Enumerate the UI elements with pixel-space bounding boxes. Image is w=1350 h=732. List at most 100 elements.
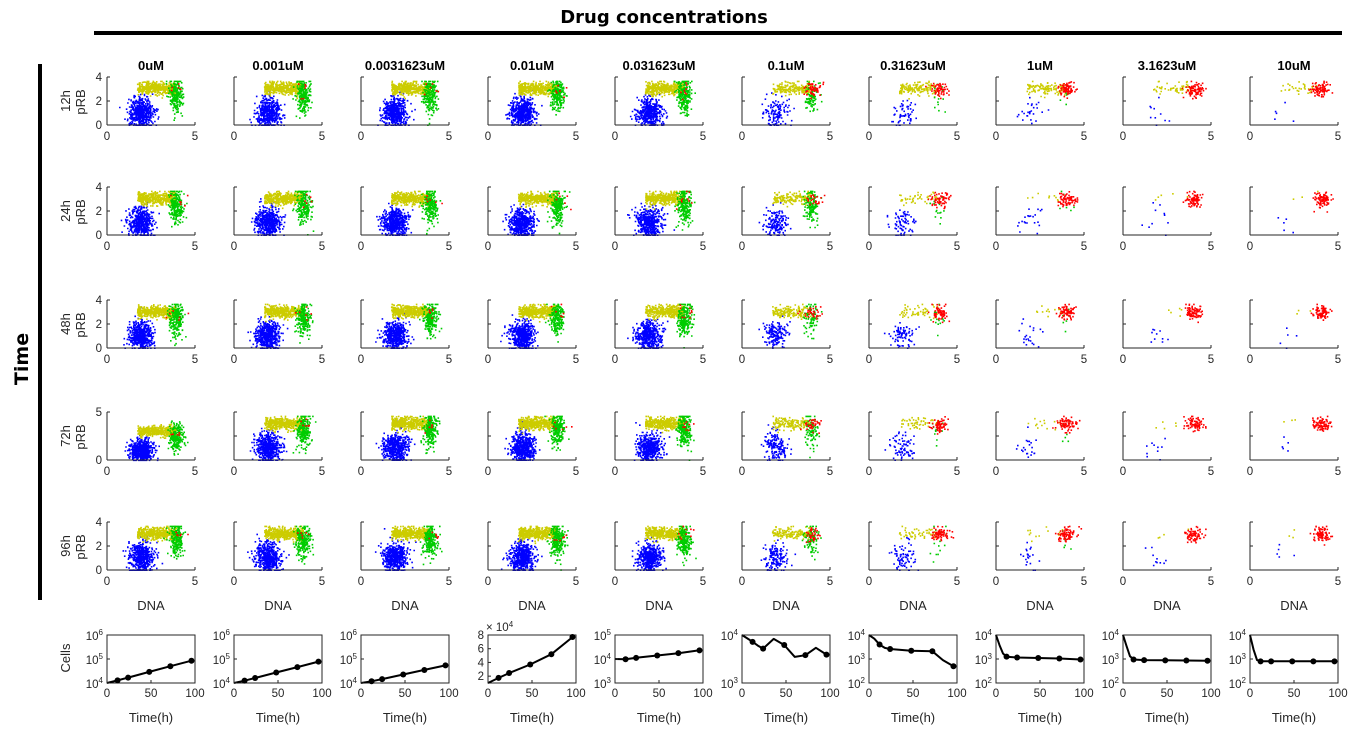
cluster-points (391, 80, 432, 100)
y-axis-label: pRB (73, 534, 88, 559)
growth-marker (400, 671, 407, 678)
cluster-points (375, 420, 416, 461)
cluster-points (546, 190, 571, 235)
cluster-points (929, 196, 945, 225)
x-tick-label: 5 (1335, 576, 1341, 588)
x-tick-label: 0 (231, 466, 237, 478)
y-tick-label: 2 (96, 96, 102, 108)
x-tick-label: 0 (358, 131, 364, 143)
cluster-points (930, 303, 945, 337)
cluster-points (120, 198, 160, 236)
cluster-points (1055, 303, 1077, 321)
growth-panel: 0 50 100 Time(h) 103 104 105 (594, 628, 713, 725)
growth-marker (1035, 655, 1042, 662)
concentration-label: 3.1623uM (1138, 58, 1197, 73)
multiplier-exp: 4 (509, 620, 514, 629)
x-tick-label: 5 (1335, 241, 1341, 253)
cluster-points (899, 80, 938, 100)
x-tick-label: 5 (192, 241, 198, 253)
x-tick-label: 5 (954, 241, 960, 253)
x-tick-label: 50 (1288, 688, 1301, 700)
growth-marker (273, 669, 280, 676)
growth-marker (527, 661, 534, 668)
x-tick-label: 0 (231, 354, 237, 366)
cluster-points (758, 315, 791, 349)
cluster-points (374, 528, 417, 571)
y-tick-label: 2 (96, 206, 102, 218)
growth-marker (1268, 658, 1275, 665)
y-tick-label: 6 (478, 644, 484, 656)
x-tick-label: 0 (993, 466, 999, 478)
cluster-points (550, 303, 565, 318)
cluster-points (297, 532, 310, 539)
growth-marker (876, 641, 883, 648)
cluster-points (1057, 191, 1079, 208)
growth-marker (749, 638, 756, 645)
x-tick-label: 5 (319, 576, 325, 588)
x-tick-label: 5 (573, 354, 579, 366)
x-axis-label: DNA (137, 598, 165, 613)
concentration-label: 0.001uM (252, 58, 303, 73)
cluster-points (631, 536, 667, 571)
cluster-points (170, 83, 182, 92)
cluster-points (249, 427, 288, 461)
y-tick-label: 0 (96, 120, 102, 132)
growth-line (1122, 634, 1208, 662)
cluster-points (1296, 309, 1312, 315)
x-axis-label: DNA (899, 598, 927, 613)
scatter-panel: 0 2 4 0 5 pRB (73, 72, 198, 143)
cluster-points (1150, 328, 1169, 343)
x-tick-label: 5 (954, 576, 960, 588)
y-tick-label: 103 (721, 676, 739, 691)
x-axis-label: Time(h) (129, 710, 173, 725)
growth-panel: 0 50 100 Time(h) 102 103 104 (1102, 628, 1221, 725)
x-tick-label: 0 (739, 131, 745, 143)
x-tick-label: 0 (231, 688, 237, 700)
cluster-points (679, 304, 693, 319)
cluster-points (1027, 192, 1059, 202)
concentration-label: 0uM (138, 58, 164, 73)
cluster-points (1154, 193, 1189, 201)
cluster-points (1020, 541, 1041, 571)
growth-panel: 0 50 100 Time(h) 104 105 106 (213, 628, 332, 725)
growth-marker (1130, 656, 1137, 663)
scatter-panel: 0 5 DNA (866, 521, 960, 613)
x-tick-label: 0 (866, 354, 872, 366)
cluster-points (1283, 419, 1296, 423)
cluster-points (249, 87, 286, 126)
cluster-points (294, 303, 314, 344)
cluster-points (675, 190, 693, 210)
growth-curves-row: 0 50 100 Time(h) 104 105 106 Cells 0 50 100 Time(h)… (58, 620, 1348, 725)
x-tick-label: 100 (439, 688, 458, 700)
y-tick-label: 102 (1229, 676, 1247, 691)
y-tick-label: 104 (1102, 628, 1120, 643)
scatter-panel: 0 5 DNA (358, 521, 452, 613)
scatter-panel: 0 5 DNA (231, 521, 325, 613)
cluster-points (806, 194, 826, 206)
y-tick-label: 0 (96, 343, 102, 355)
growth-marker (548, 651, 555, 658)
cluster-points (518, 415, 558, 435)
y-tick-label: 102 (975, 676, 993, 691)
cluster-points (1144, 546, 1167, 567)
cluster-points (1310, 303, 1333, 321)
growth-marker (675, 650, 682, 657)
y-tick-label: 103 (848, 652, 866, 667)
x-tick-label: 5 (700, 131, 706, 143)
concentration-label: 10uM (1277, 58, 1310, 73)
y-tick-label: 104 (1229, 628, 1247, 643)
cluster-points (927, 303, 951, 324)
x-tick-label: 50 (653, 688, 666, 700)
x-tick-label: 5 (446, 576, 452, 588)
x-tick-label: 100 (185, 688, 204, 700)
axes-box (233, 634, 323, 684)
cluster-points (250, 198, 287, 236)
cluster-points (674, 190, 696, 231)
